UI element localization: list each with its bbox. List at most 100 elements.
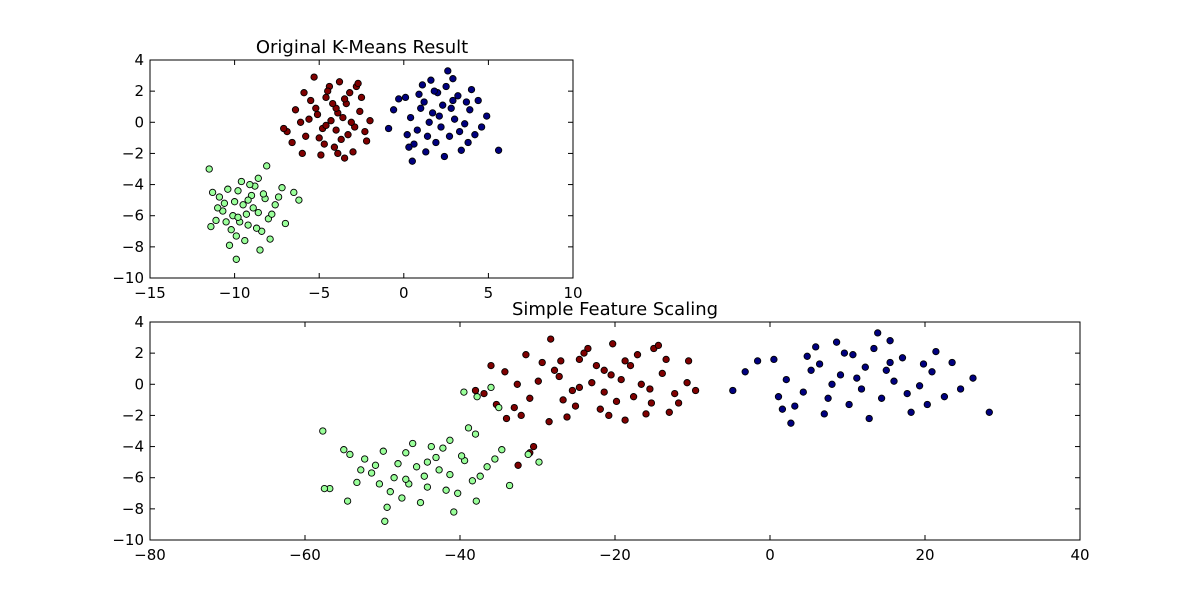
scatter-point: [241, 236, 249, 245]
scatter-point: [600, 388, 608, 396]
scatter-point: [313, 110, 322, 119]
scatter-point: [439, 101, 447, 109]
scatter-point: [454, 489, 462, 497]
scatter-point: [457, 146, 465, 154]
scatter-point: [403, 131, 411, 139]
scatter-point: [244, 221, 252, 229]
x-tick-label: 0: [765, 546, 775, 564]
scatter-point: [477, 123, 486, 131]
scatter-point: [612, 397, 621, 406]
scatter-point: [234, 213, 242, 221]
scatter-point: [455, 127, 464, 136]
scatter-point: [290, 188, 298, 197]
scatter-point: [609, 340, 617, 348]
scatter-point: [356, 107, 364, 116]
scatter-points: [205, 67, 503, 263]
scatter-point: [480, 389, 488, 398]
scatter-point: [513, 380, 521, 388]
scatter-point: [919, 360, 928, 368]
scatter-point: [592, 361, 601, 370]
scatter-point: [471, 386, 480, 395]
scatter-point: [346, 450, 354, 459]
scatter-point: [662, 355, 670, 364]
scatter-point: [464, 138, 472, 147]
scatter-point: [450, 508, 458, 516]
scatter-point: [413, 126, 421, 134]
scatter-point: [371, 461, 380, 469]
scatter-point: [820, 410, 828, 418]
y-axis-ticks: −10 −8 −6 −4 −2 0 2 4: [112, 51, 573, 287]
scatter-point: [617, 375, 625, 384]
scatter-point: [571, 402, 580, 410]
scatter-point: [584, 344, 592, 353]
scatter-point: [605, 411, 613, 420]
scatter-point: [401, 93, 410, 102]
scatter-point: [491, 455, 499, 463]
scatter-point: [339, 113, 347, 122]
scatter-point: [849, 351, 857, 359]
scatter-point: [398, 494, 406, 502]
scatter-point: [928, 368, 936, 376]
scatter-point: [874, 329, 882, 337]
scatter-point: [882, 366, 890, 374]
scatter-point: [418, 81, 427, 89]
scatter-point: [232, 255, 240, 263]
scatter-point: [774, 393, 783, 401]
scatter-point: [568, 386, 577, 395]
scatter-point: [296, 118, 305, 126]
scatter-point: [343, 497, 352, 505]
scatter-point: [890, 377, 898, 385]
scatter-point: [529, 442, 538, 451]
scatter-point: [671, 389, 679, 398]
scatter-point: [207, 222, 215, 231]
scatter-point: [468, 477, 477, 485]
scatter-point: [212, 216, 220, 225]
x-tick-label: −10: [219, 284, 251, 302]
x-tick-label: −60: [289, 546, 321, 564]
scatter-point: [423, 483, 432, 491]
scatter-point: [344, 131, 352, 139]
scatter-point: [274, 193, 283, 201]
scatter-point: [832, 338, 841, 346]
scatter-point: [559, 396, 567, 404]
scatter-point: [408, 157, 416, 165]
scatter-point: [432, 453, 440, 462]
scatter-point: [646, 385, 654, 393]
scatter-point: [332, 126, 340, 134]
scatter-point: [320, 140, 328, 148]
scatter-point: [514, 461, 522, 469]
scatter-point: [330, 143, 339, 151]
scatter-point: [214, 204, 222, 212]
y-tick-label: −6: [122, 469, 144, 487]
scatter-point: [840, 349, 849, 357]
scatter-point: [437, 123, 445, 131]
scatter-point: [405, 143, 413, 151]
scatter-point: [778, 405, 787, 413]
scatter-point: [222, 218, 230, 226]
scatter-point: [903, 389, 911, 398]
scatter-point: [495, 403, 503, 412]
scatter-point: [394, 460, 402, 468]
subplot-original-kmeans: Original K-Means Result −15 −10 −5 0 5 10 −10…: [112, 37, 582, 302]
scatter-point: [220, 199, 229, 207]
scatter-point: [379, 447, 387, 455]
y-tick-label: −10: [112, 531, 144, 549]
scatter-point: [449, 75, 457, 83]
scatter-point: [423, 132, 432, 140]
scatter-point: [280, 124, 288, 133]
scatter-point: [445, 132, 454, 140]
scatter-point: [324, 87, 332, 95]
x-tick-label: −15: [134, 284, 166, 302]
scatter-point: [607, 371, 615, 379]
scatter-point: [483, 463, 491, 471]
scatter-point: [472, 497, 480, 505]
scatter-point: [406, 113, 415, 122]
scatter-point: [383, 503, 391, 511]
scatter-point: [845, 400, 853, 409]
scatter-point: [239, 201, 247, 209]
scatter-point: [502, 414, 511, 423]
scatter-point: [435, 112, 443, 120]
scatter-point: [450, 115, 459, 123]
scatter-point: [563, 413, 571, 421]
scatter-point: [409, 439, 417, 448]
